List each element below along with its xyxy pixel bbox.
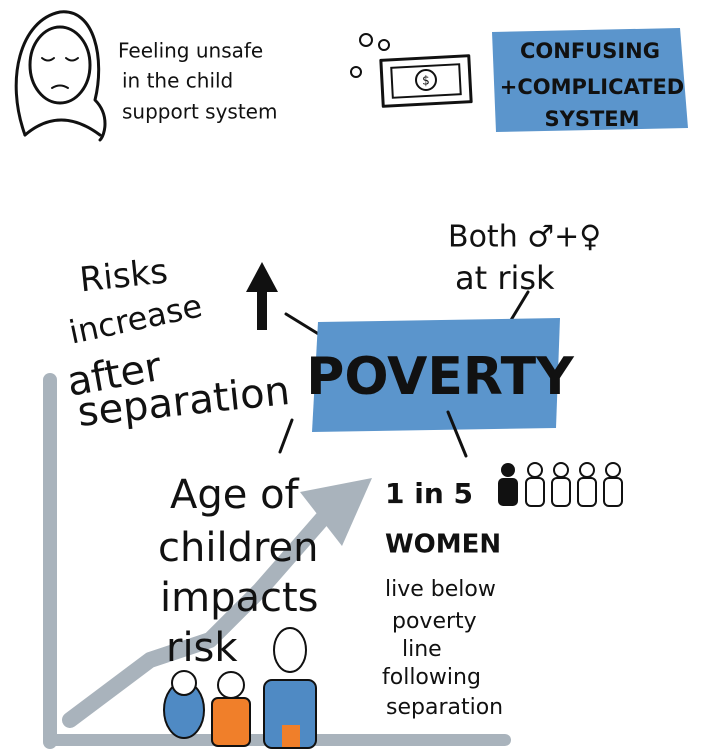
women-stat: 1 in 5	[385, 477, 473, 510]
women-text: separation	[386, 695, 503, 720]
confusing-text: SYSTEM	[544, 107, 639, 131]
unsafe-text: Feeling unsafe	[118, 39, 263, 63]
women-text: following	[382, 665, 481, 690]
gender-text: Both ♂+♀	[448, 220, 601, 255]
risks-text: Risks	[78, 251, 170, 300]
confusing-text: +COMPLICATED	[500, 75, 684, 99]
up-arrow	[246, 262, 278, 330]
connector	[280, 420, 292, 452]
poverty-text: POVERTY	[306, 347, 575, 407]
gender-text: at risk	[455, 259, 555, 297]
age-text: risk	[166, 625, 238, 671]
dollar-sign: $	[422, 74, 430, 88]
unsafe-text: in the child	[122, 69, 233, 93]
women-text: poverty	[392, 609, 477, 634]
unsafe-text: support system	[122, 100, 277, 124]
age-text: children	[158, 525, 319, 571]
sad-face-icon	[16, 12, 105, 140]
illustration: Feeling unsafe in the child support syst…	[0, 0, 705, 751]
confusing-text: CONFUSING	[520, 39, 660, 63]
women-label: WOMEN	[385, 530, 501, 560]
money-icon: $	[351, 34, 471, 106]
women-text: line	[402, 637, 442, 662]
people-icons	[498, 463, 622, 506]
age-text: impacts	[160, 575, 319, 621]
age-text: Age of	[170, 472, 300, 518]
women-text: live below	[385, 577, 496, 602]
